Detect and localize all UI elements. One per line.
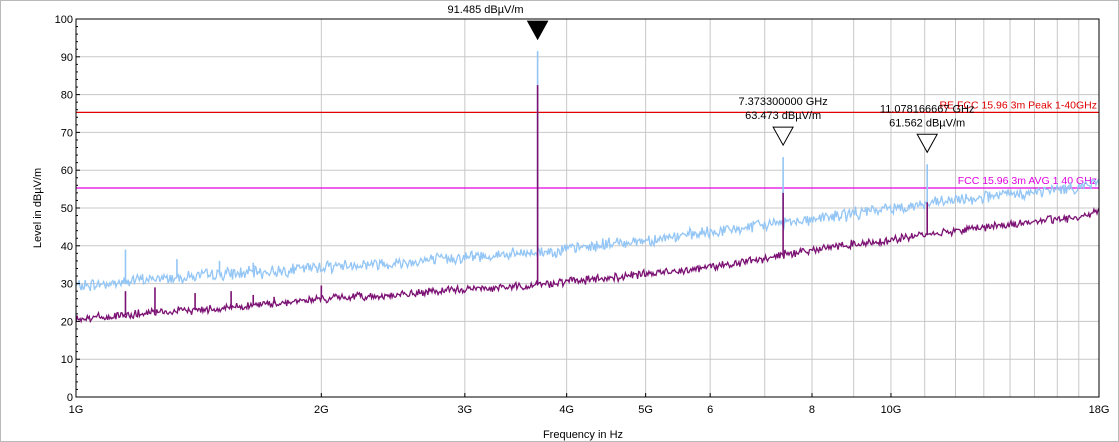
grid [75, 18, 1100, 398]
marker-frequency-label: 7.373300000 GHz [738, 96, 827, 108]
y-tick-label: 70 [61, 127, 73, 139]
y-tick-label: 60 [61, 165, 73, 177]
limit-line-label: FCC 15.96 3m AVG 1 40 GHz [958, 175, 1097, 187]
x-tick-label: 2G [314, 404, 329, 416]
limit-lines: RE FCC 15.96 3m Peak 1-40GHz FCC 15.96 3m… [76, 99, 1099, 189]
y-tick-label: 40 [61, 241, 73, 253]
markers: 3.684866667 GHz 91.485 dBµV/m 7.373300000 … [434, 1, 975, 154]
marker-frequency-label: 3.684866667 GHz [434, 1, 523, 2]
y-tick-label: 10 [61, 354, 73, 366]
marker-triangle-icon [772, 126, 794, 147]
y-tick-label: 20 [61, 316, 73, 328]
x-tick-label: 5G [638, 404, 653, 416]
y-axis-label: Level in dBµV/m [32, 168, 44, 248]
y-tick-label: 0 [67, 392, 73, 404]
marker-level-label: 91.485 dBµV/m [448, 4, 524, 16]
y-tick-label: 80 [61, 90, 73, 102]
x-tick-label: 18G [1089, 404, 1110, 416]
x-tick-label: 6 [707, 404, 713, 416]
y-tick-label: 30 [61, 279, 73, 291]
y-tick-label: 50 [61, 203, 73, 215]
marker-triangle-icon [916, 133, 939, 154]
x-tick-label: 8 [809, 404, 815, 416]
marker-frequency-label: 11.078166667 GHz [880, 103, 975, 115]
x-tick-label: 3G [457, 404, 472, 416]
marker-triangle-icon [526, 20, 549, 41]
traces [75, 51, 1100, 324]
average-trace [75, 207, 1100, 324]
marker-level-label: 61.562 dBµV/m [889, 117, 965, 129]
x-tick-label: 4G [559, 404, 574, 416]
y-tick-label: 90 [61, 52, 73, 64]
y-axis: 0 10 20 30 40 50 60 70 80 90 100 [55, 14, 80, 404]
marker-level-label: 63.473 dBµV/m [745, 110, 821, 122]
x-tick-label: 10G [881, 404, 902, 416]
limit-line-label: RE FCC 15.96 3m Peak 1-40GHz [939, 99, 1097, 111]
peak-trace [75, 178, 1100, 292]
x-tick-label: 1G [69, 404, 84, 416]
x-axis: 1G 2G 3G 4G 5G 6 8 10G 18G [69, 393, 1110, 416]
y-tick-label: 100 [55, 14, 73, 26]
x-axis-label: Frequency in Hz [543, 429, 623, 441]
